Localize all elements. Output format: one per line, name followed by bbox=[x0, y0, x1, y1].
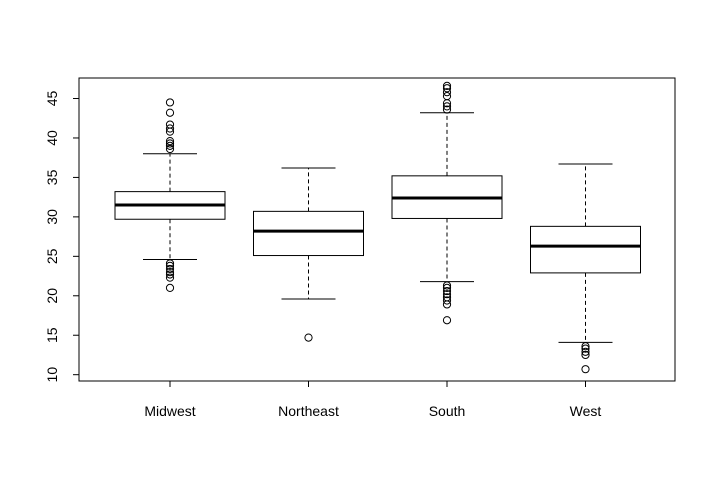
outlier-south-14 bbox=[442, 81, 452, 90]
x-tick-label-south: South bbox=[429, 403, 466, 419]
outlier-midwest-8 bbox=[165, 141, 175, 150]
outlier-south-5 bbox=[442, 286, 452, 296]
outlier-south-12 bbox=[442, 88, 452, 97]
axis-layer: 10 15 20 25 30 35 40 45 Midwest Northeast South Wes… bbox=[44, 77, 676, 419]
outlier-west-1 bbox=[581, 350, 590, 360]
outlier-south-4 bbox=[442, 290, 452, 299]
y-tick-label-10: 10 bbox=[44, 367, 60, 383]
outlier-midwest-14 bbox=[165, 108, 175, 117]
y-tick-label-25: 25 bbox=[44, 248, 60, 264]
y-tick-label-30: 30 bbox=[44, 209, 60, 225]
outlier-west-4 bbox=[581, 342, 590, 351]
outlier-midwest-0 bbox=[165, 283, 175, 292]
iqr-box-northeast bbox=[253, 210, 364, 257]
outlier-south-11 bbox=[442, 92, 452, 101]
outlier-midwest-13 bbox=[165, 120, 175, 129]
outlier-midwest-3 bbox=[165, 268, 175, 277]
x-tick-label-west: West bbox=[570, 403, 602, 419]
y-tick-label-15: 15 bbox=[44, 327, 60, 343]
outlier-midwest-10 bbox=[165, 137, 175, 146]
y-tick-label-40: 40 bbox=[44, 130, 60, 146]
iqr-box-west bbox=[530, 225, 641, 274]
outlier-midwest-15 bbox=[165, 98, 175, 107]
outlier-northeast-0 bbox=[304, 333, 313, 342]
y-tick-label-20: 20 bbox=[44, 288, 60, 304]
outlier-south-8 bbox=[442, 105, 452, 114]
outlier-midwest-5 bbox=[165, 261, 175, 270]
box-group-northeast bbox=[253, 167, 364, 342]
y-tick-label-45: 45 bbox=[44, 91, 60, 107]
outlier-midwest-1 bbox=[165, 273, 175, 282]
outlier-south-0 bbox=[442, 316, 452, 325]
outlier-midwest-12 bbox=[165, 124, 175, 133]
outlier-south-13 bbox=[442, 84, 452, 93]
box-group-south bbox=[391, 81, 503, 325]
y-tick-label-35: 35 bbox=[44, 169, 60, 185]
x-tick-label-midwest: Midwest bbox=[144, 403, 195, 419]
outlier-midwest-7 bbox=[165, 144, 175, 154]
box-group-west bbox=[530, 163, 641, 374]
outlier-midwest-2 bbox=[165, 270, 175, 279]
outlier-south-9 bbox=[442, 102, 452, 111]
plot-layer bbox=[114, 81, 641, 374]
outlier-midwest-4 bbox=[165, 264, 175, 274]
outlier-midwest-6 bbox=[165, 259, 175, 268]
outlier-south-6 bbox=[442, 283, 452, 292]
x-tick-label-northeast: Northeast bbox=[278, 403, 339, 419]
outlier-midwest-9 bbox=[165, 139, 175, 148]
outlier-south-2 bbox=[442, 296, 452, 305]
outlier-west-3 bbox=[581, 344, 590, 353]
outlier-south-3 bbox=[442, 293, 452, 302]
box-group-midwest bbox=[114, 98, 226, 292]
outlier-west-0 bbox=[581, 365, 590, 374]
outlier-west-2 bbox=[581, 347, 590, 356]
outlier-south-7 bbox=[442, 281, 452, 290]
